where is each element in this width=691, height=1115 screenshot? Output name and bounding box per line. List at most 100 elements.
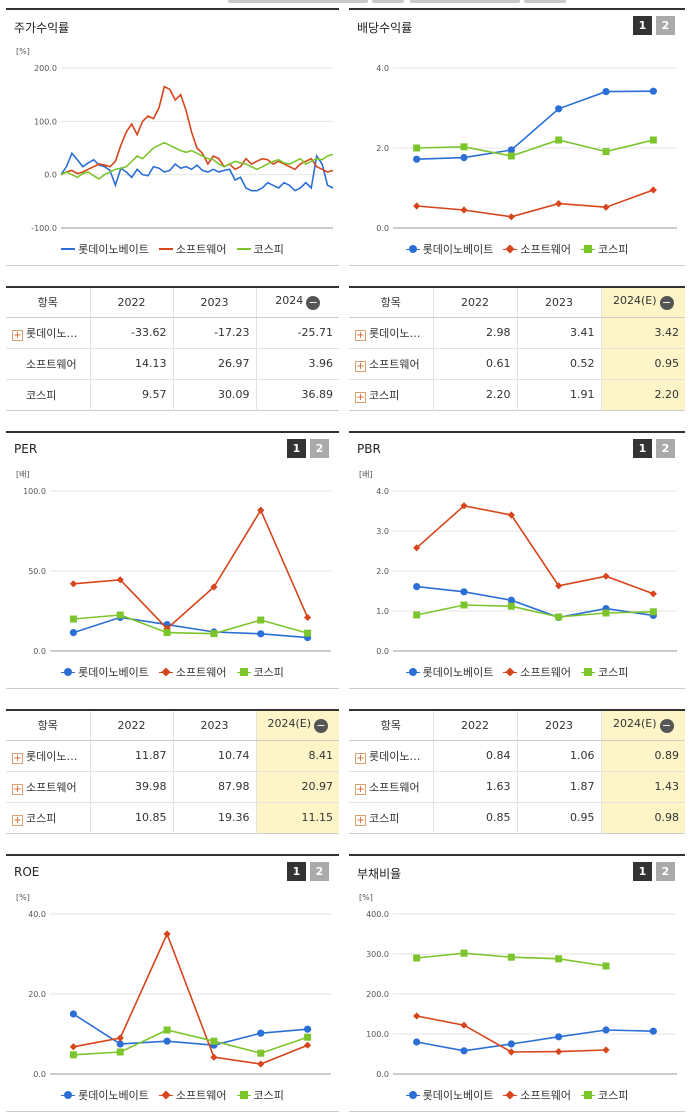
- data-point[interactable]: [163, 930, 171, 938]
- data-point[interactable]: [649, 590, 657, 598]
- data-point[interactable]: [303, 613, 312, 622]
- data-point[interactable]: [507, 213, 515, 221]
- data-point[interactable]: [460, 949, 468, 957]
- data-point[interactable]: [649, 186, 657, 194]
- data-point[interactable]: [460, 154, 468, 162]
- legend-item[interactable]: 소프트웨어: [503, 241, 571, 257]
- data-point[interactable]: [257, 630, 265, 638]
- data-point[interactable]: [210, 1053, 218, 1061]
- data-point[interactable]: [460, 1047, 468, 1055]
- data-point[interactable]: [303, 1041, 312, 1049]
- data-point[interactable]: [602, 1026, 610, 1034]
- data-point[interactable]: [460, 206, 468, 214]
- data-point[interactable]: [210, 1037, 218, 1045]
- data-point[interactable]: [649, 87, 657, 95]
- data-point[interactable]: [413, 583, 421, 591]
- data-point[interactable]: [116, 611, 124, 619]
- expand-plus-icon[interactable]: +: [12, 329, 23, 341]
- page-button-1[interactable]: 1: [287, 439, 306, 458]
- data-point[interactable]: [303, 1025, 312, 1033]
- data-point[interactable]: [507, 953, 515, 961]
- data-point[interactable]: [116, 1040, 124, 1048]
- data-point[interactable]: [555, 613, 563, 621]
- expand-plus-icon[interactable]: +: [355, 391, 366, 403]
- legend-item[interactable]: 롯데이노베이트: [61, 241, 149, 257]
- collapse-minus-icon[interactable]: −: [314, 719, 329, 734]
- legend-item[interactable]: 소프트웨어: [158, 664, 227, 680]
- data-point[interactable]: [163, 1026, 171, 1034]
- legend-item[interactable]: 롯데이노베이트: [61, 664, 149, 680]
- data-point[interactable]: [257, 1029, 265, 1037]
- data-point[interactable]: [304, 1033, 312, 1041]
- page-button-1[interactable]: 1: [633, 862, 652, 881]
- data-point[interactable]: [69, 629, 78, 637]
- data-point[interactable]: [413, 1038, 421, 1046]
- expand-plus-icon[interactable]: +: [355, 329, 366, 341]
- legend-item[interactable]: 롯데이노베이트: [405, 241, 493, 257]
- data-point[interactable]: [602, 962, 610, 970]
- data-point[interactable]: [602, 148, 610, 156]
- expand-plus-icon[interactable]: +: [12, 814, 23, 826]
- legend-item[interactable]: 코스피: [236, 664, 284, 680]
- data-point[interactable]: [507, 1040, 515, 1048]
- data-point[interactable]: [163, 629, 171, 637]
- data-point[interactable]: [649, 608, 657, 616]
- data-point[interactable]: [507, 596, 515, 604]
- data-point[interactable]: [602, 88, 610, 96]
- data-point[interactable]: [413, 954, 421, 962]
- collapse-minus-icon[interactable]: −: [659, 296, 674, 311]
- page-button-1[interactable]: 1: [633, 16, 652, 35]
- data-point[interactable]: [257, 616, 265, 624]
- data-point[interactable]: [413, 155, 421, 163]
- data-point[interactable]: [555, 955, 563, 963]
- expand-plus-icon[interactable]: +: [355, 814, 366, 826]
- legend-item[interactable]: 코스피: [581, 1087, 628, 1103]
- data-point[interactable]: [507, 602, 515, 610]
- page-button-2[interactable]: 2: [310, 862, 329, 881]
- data-point[interactable]: [460, 143, 468, 151]
- collapse-minus-icon[interactable]: −: [306, 296, 321, 311]
- page-button-2[interactable]: 2: [656, 439, 675, 458]
- legend-item[interactable]: 롯데이노베이트: [405, 664, 493, 680]
- data-point[interactable]: [507, 152, 515, 160]
- legend-item[interactable]: 코스피: [581, 664, 628, 680]
- expand-plus-icon[interactable]: +: [355, 360, 366, 372]
- data-point[interactable]: [649, 136, 657, 144]
- data-point[interactable]: [413, 144, 421, 152]
- page-button-2[interactable]: 2: [310, 439, 329, 458]
- data-point[interactable]: [555, 105, 563, 113]
- page-button-1[interactable]: 1: [633, 439, 652, 458]
- data-point[interactable]: [257, 1049, 265, 1057]
- data-point[interactable]: [460, 502, 468, 510]
- collapse-minus-icon[interactable]: −: [659, 719, 674, 734]
- data-point[interactable]: [555, 200, 563, 208]
- data-point[interactable]: [210, 630, 218, 638]
- data-point[interactable]: [555, 1048, 563, 1056]
- data-point[interactable]: [69, 1010, 78, 1018]
- legend-item[interactable]: 롯데이노베이트: [61, 1087, 149, 1103]
- data-point[interactable]: [69, 615, 77, 623]
- legend-item[interactable]: 소프트웨어: [158, 1087, 227, 1103]
- data-point[interactable]: [602, 572, 610, 580]
- data-point[interactable]: [257, 1060, 265, 1068]
- legend-item[interactable]: 소프트웨어: [158, 241, 227, 257]
- data-point[interactable]: [507, 146, 515, 154]
- data-point[interactable]: [116, 1034, 124, 1042]
- data-point[interactable]: [602, 609, 610, 617]
- legend-item[interactable]: 소프트웨어: [503, 1087, 571, 1103]
- data-point[interactable]: [460, 1021, 468, 1029]
- legend-item[interactable]: 코스피: [236, 1087, 284, 1103]
- data-point[interactable]: [257, 506, 265, 514]
- data-point[interactable]: [460, 588, 468, 596]
- data-point[interactable]: [304, 629, 312, 637]
- data-point[interactable]: [555, 1033, 563, 1041]
- data-point[interactable]: [413, 202, 421, 210]
- expand-plus-icon[interactable]: +: [355, 752, 366, 764]
- data-point[interactable]: [555, 136, 563, 144]
- data-point[interactable]: [602, 203, 610, 211]
- page-button-2[interactable]: 2: [656, 16, 675, 35]
- legend-item[interactable]: 코스피: [236, 241, 284, 257]
- data-point[interactable]: [163, 1037, 171, 1045]
- data-point[interactable]: [649, 1027, 657, 1035]
- page-button-1[interactable]: 1: [287, 862, 306, 881]
